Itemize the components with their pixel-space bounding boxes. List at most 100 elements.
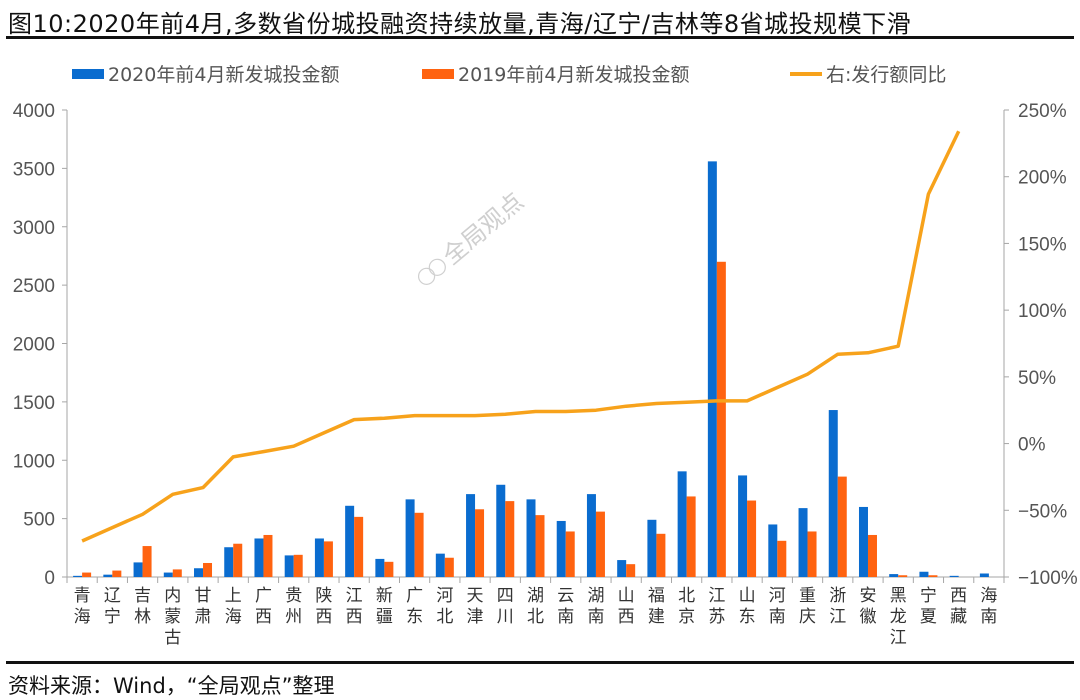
y2-tick-label: 200%: [1018, 168, 1067, 189]
x-category-label: 西: [618, 607, 635, 627]
bar-2019: [928, 575, 938, 577]
bar-2020: [979, 573, 989, 577]
source-note: 资料来源：Wind，“全局观点”整理: [8, 674, 335, 698]
bar-2020: [798, 508, 808, 577]
bar-2019: [414, 512, 424, 577]
x-category-label: 山: [739, 586, 756, 606]
bar-2019: [203, 562, 213, 577]
x-category-label: 广: [255, 586, 272, 606]
bar-2020: [435, 553, 445, 577]
watermark: 全局观点: [417, 187, 530, 285]
legend-label: 2020年前4月新发城投金额: [108, 64, 340, 86]
x-category-label: 南: [587, 607, 604, 627]
x-category-label: 宁: [920, 586, 937, 606]
legend-item-2019: 2019年前4月新发城投金额: [422, 60, 689, 87]
wechat-icon: [417, 267, 436, 285]
x-category-label: 江: [708, 586, 725, 606]
x-category-label: 云: [557, 586, 574, 606]
x-category-label: 黑: [890, 586, 907, 606]
bar-2019: [82, 572, 92, 577]
bar-2019: [384, 561, 394, 577]
bar-2020: [405, 499, 415, 577]
bar-2020: [526, 499, 536, 577]
x-category-label: 福: [648, 586, 665, 606]
y2-tick-label: 50%: [1018, 368, 1056, 389]
bar-2019: [535, 515, 545, 577]
x-category-label: 河: [769, 586, 786, 606]
y2-tick-label: −50%: [1018, 501, 1067, 522]
bar-2020: [768, 524, 778, 577]
bar-2019: [898, 575, 908, 577]
bar-2020: [103, 574, 113, 577]
bar-2019: [505, 501, 515, 577]
x-category-label: 湖: [587, 586, 604, 606]
bar-2019: [716, 261, 726, 577]
bar-2019: [142, 546, 152, 577]
x-category-label: 四: [497, 586, 514, 606]
x-category-label: 江: [890, 628, 907, 648]
bar-2020: [919, 571, 929, 577]
x-category-label: 林: [134, 607, 151, 627]
x-category-label: 北: [678, 586, 695, 606]
legend-label: 2019年前4月新发城投金额: [458, 64, 690, 86]
x-category-label: 州: [285, 607, 302, 627]
x-category-label: 宁: [104, 607, 121, 627]
bar-2019: [867, 534, 877, 577]
bar-2019: [475, 509, 485, 577]
bar-2020: [133, 562, 143, 577]
bar-2020: [194, 568, 204, 577]
x-category-label: 安: [859, 586, 876, 606]
bar-2019: [777, 540, 787, 577]
bar-2020: [707, 161, 717, 577]
bar-2019: [686, 496, 696, 577]
x-category-label: 广: [406, 586, 423, 606]
x-category-label: 京: [678, 607, 695, 627]
x-category-label: 北: [436, 607, 453, 627]
y2-tick-label: 150%: [1018, 234, 1067, 255]
y2-tick-label: 250%: [1018, 101, 1067, 122]
bar-2019: [656, 533, 666, 577]
watermark-text: 全局观点: [438, 187, 530, 270]
x-category-label: 青: [74, 586, 91, 606]
x-category-label: 龙: [890, 607, 907, 627]
x-category-label: 藏: [950, 607, 967, 627]
bar-2020: [617, 560, 627, 577]
x-category-label: 庆: [799, 607, 816, 627]
x-category-label: 徽: [859, 607, 876, 627]
bar-2020: [224, 547, 234, 577]
bar-2020: [889, 574, 899, 577]
bar-2019: [565, 531, 575, 577]
x-category-label: 重: [799, 586, 816, 606]
x-category-label: 河: [436, 586, 453, 606]
x-category-label: 山: [618, 586, 635, 606]
x-category-label: 内: [164, 586, 181, 606]
x-category-label: 天: [467, 586, 484, 606]
bar-2020: [738, 475, 748, 577]
x-category-label: 川: [497, 607, 514, 627]
x-category-label: 江: [346, 586, 363, 606]
x-category-label: 南: [557, 607, 574, 627]
x-category-label: 新: [376, 586, 393, 606]
source-rule: [6, 661, 1074, 664]
y-tick-label: 3000: [13, 218, 55, 239]
bar-2020: [677, 471, 687, 577]
x-category-label: 吉: [134, 586, 151, 606]
bar-2020: [586, 494, 596, 577]
bar-2020: [949, 575, 959, 577]
x-category-label: 陕: [315, 586, 332, 606]
x-category-label: 肃: [195, 607, 212, 627]
bar-2019: [747, 500, 757, 577]
x-category-label: 蒙: [164, 607, 181, 627]
x-category-label: 上: [225, 586, 242, 606]
legend-swatch-orange-icon: [422, 68, 454, 79]
combo-chart: 全局观点 0 500 1000 1500 2000 2500 3000 3500 4000 −100…: [13, 101, 1078, 648]
bar-2019: [444, 557, 454, 577]
y-tick-label: 1500: [13, 393, 55, 414]
x-category-label: 北: [527, 607, 544, 627]
x-category-label: 建: [648, 607, 665, 627]
x-category-label: 西: [255, 607, 272, 627]
bar-2020: [254, 538, 264, 577]
y-tick-label: 500: [23, 510, 55, 531]
bar-2019: [293, 554, 303, 577]
x-category-label: 海: [74, 607, 91, 627]
